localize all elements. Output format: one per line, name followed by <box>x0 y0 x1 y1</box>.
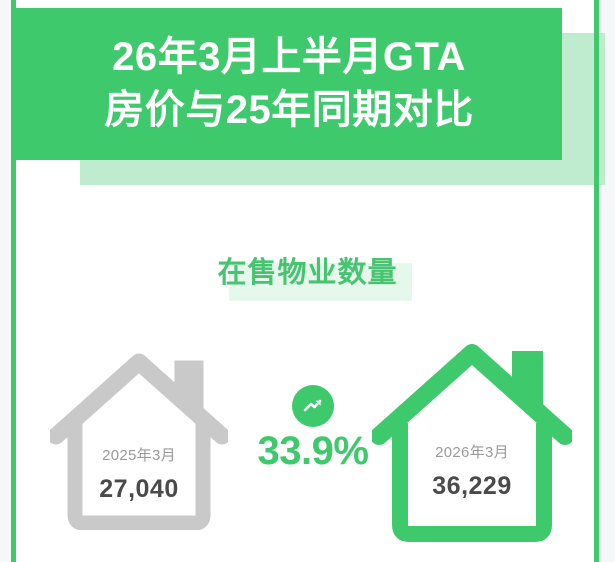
decor-vertical-rule-left <box>11 0 16 562</box>
header-title-line-1: 26年3月上半月GTA <box>112 35 466 80</box>
delta-percent: 33.9% <box>257 429 369 473</box>
trending-up-icon <box>303 399 322 412</box>
delta-badge <box>292 385 334 427</box>
comparison-right-text: 2026年3月 36,229 <box>372 445 572 499</box>
comparison-left-period: 2025年3月 <box>102 447 176 464</box>
section-title: 在售物业数量 <box>217 257 398 289</box>
comparison-left-text: 2025年3月 27,040 <box>50 448 228 502</box>
page-gutter-left <box>0 0 11 562</box>
house-outline-icon <box>50 353 228 530</box>
header-title-line-2: 房价与25年同期对比 <box>104 88 474 132</box>
poster-header: 26年3月上半月GTA 房价与25年同期对比 <box>0 0 615 200</box>
header-title-box: 26年3月上半月GTA 房价与25年同期对比 <box>16 8 562 160</box>
section-title-highlight <box>229 263 412 301</box>
comparison-left-value: 27,040 <box>99 475 179 503</box>
section-title-block: 在售物业数量 <box>0 245 615 301</box>
decor-vertical-rule-right <box>594 0 599 562</box>
comparison-item-right: 2026年3月 36,229 <box>372 342 572 542</box>
comparison-row: 2025年3月 27,040 33.9% 2026年3月 <box>0 330 615 542</box>
comparison-right-value: 36,229 <box>432 472 512 500</box>
comparison-right-period: 2026年3月 <box>435 444 509 461</box>
comparison-item-left: 2025年3月 27,040 <box>50 352 228 530</box>
house-outline-icon <box>372 344 572 542</box>
comparison-delta: 33.9% <box>238 385 388 471</box>
